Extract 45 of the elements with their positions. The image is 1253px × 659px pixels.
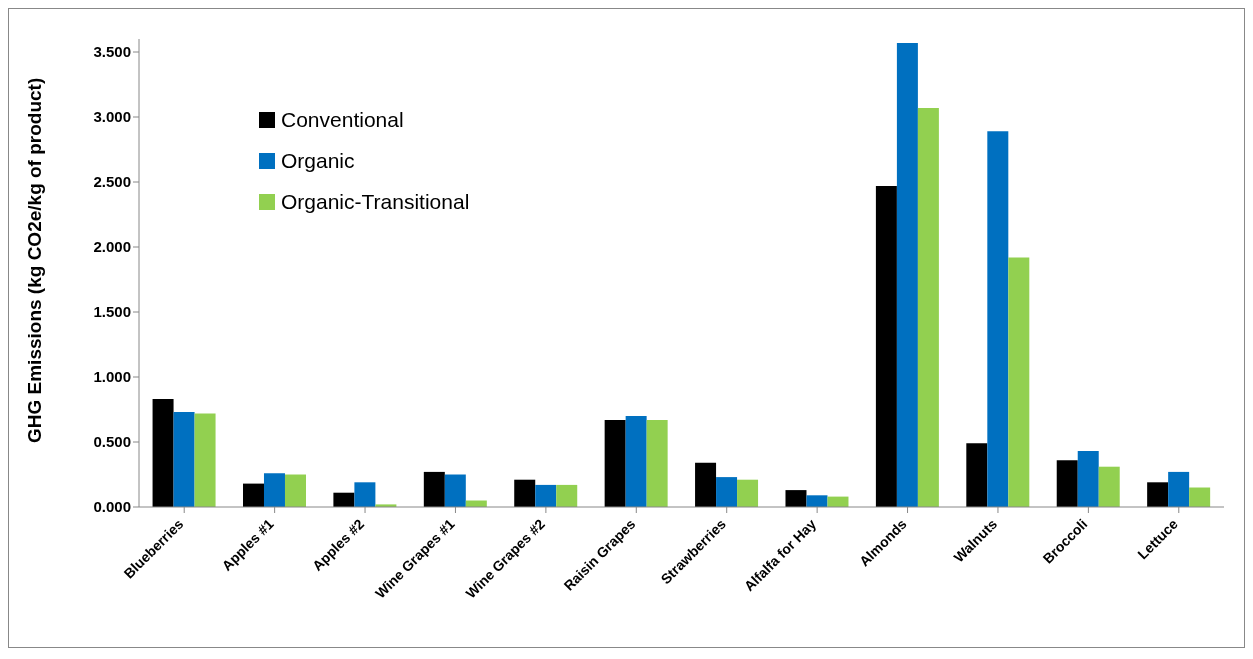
bar xyxy=(1077,451,1099,507)
bar xyxy=(1098,466,1120,507)
y-tick-label: 1.500 xyxy=(93,303,131,321)
bar xyxy=(966,443,988,507)
legend-label: Conventional xyxy=(281,107,404,132)
y-tick-label: 0.500 xyxy=(93,433,131,451)
bar xyxy=(263,473,285,507)
bar xyxy=(514,479,536,507)
bar xyxy=(423,471,445,507)
y-tick-label: 1.000 xyxy=(93,368,131,386)
legend-label: Organic-Transitional xyxy=(281,189,470,214)
bar xyxy=(625,416,647,507)
bar xyxy=(806,495,828,507)
bar xyxy=(173,412,195,507)
bar xyxy=(284,474,306,507)
bar xyxy=(152,399,174,507)
bar xyxy=(242,483,264,507)
bar xyxy=(535,484,557,507)
bar xyxy=(987,131,1009,507)
y-tick-label: 0.000 xyxy=(93,498,131,516)
bar xyxy=(875,185,897,507)
y-tick-label: 2.500 xyxy=(93,173,131,191)
y-tick-label: 2.000 xyxy=(93,238,131,256)
bar xyxy=(1189,487,1211,507)
y-tick-label: 3.500 xyxy=(93,43,131,61)
bar xyxy=(1008,257,1030,507)
legend-label: Organic xyxy=(281,148,355,173)
bar xyxy=(716,477,738,507)
bar xyxy=(785,490,807,507)
bar xyxy=(646,419,668,507)
bar xyxy=(695,462,717,507)
bar xyxy=(333,492,355,507)
bar xyxy=(737,479,759,507)
bar xyxy=(444,474,466,507)
y-tick-label: 3.000 xyxy=(93,108,131,126)
bar xyxy=(1168,471,1190,507)
bar xyxy=(896,42,918,507)
bar xyxy=(1147,482,1169,507)
bar xyxy=(556,484,578,507)
bar xyxy=(194,413,216,507)
bar xyxy=(917,107,939,507)
bar xyxy=(354,482,376,507)
bar xyxy=(604,419,626,507)
y-axis-title: GHG Emissions (kg CO2e/kg of product) xyxy=(23,77,45,443)
bar xyxy=(1056,460,1078,507)
